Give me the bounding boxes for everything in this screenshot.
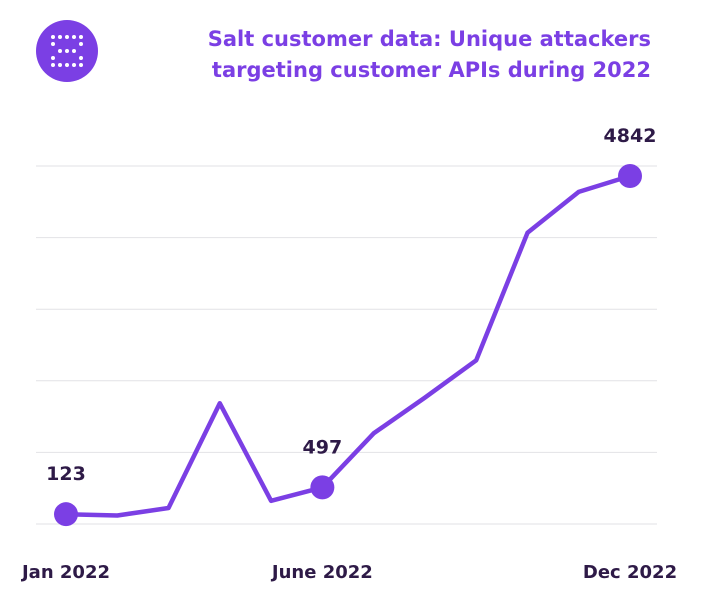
salt-dots-logo-icon [36, 20, 98, 82]
logo-dot [58, 49, 62, 53]
logo-dot [51, 56, 55, 60]
grid-lines [36, 165, 657, 525]
x-tick-label: Dec 2022 [583, 562, 677, 583]
logo-dot [79, 35, 83, 39]
logo-dot [79, 42, 83, 46]
logo-dot [58, 63, 62, 67]
logo-dot [79, 63, 83, 67]
series-line-unique-attackers [63, 173, 633, 518]
logo-dot [51, 35, 55, 39]
data-point-123 [54, 502, 78, 527]
logo-dot [72, 35, 76, 39]
x-tick-label: Jan 2022 [20, 562, 110, 583]
salt-logo [36, 20, 98, 82]
x-tick-label: June 2022 [270, 562, 373, 583]
chart-title-line-1: Salt customer data: Unique attackers [207, 27, 651, 51]
logo-dot [65, 63, 69, 67]
data-point-497 [310, 475, 335, 500]
logo-dot [51, 42, 55, 46]
data-label-123: 123 [46, 463, 86, 485]
chart-title-line-2: targeting customer APIs during 2022 [211, 58, 651, 82]
logo-dot [79, 56, 83, 60]
data-label-497: 497 [303, 436, 343, 458]
highlighted-points [54, 164, 642, 527]
chart-title: Salt customer data: Unique attackers tar… [131, 24, 651, 86]
logo-dot [72, 63, 76, 67]
data-label-4842: 4842 [604, 125, 657, 147]
logo-dot [65, 49, 69, 53]
logo-dot [58, 35, 62, 39]
data-point-4842 [618, 164, 642, 188]
logo-dot [65, 35, 69, 39]
logo-dot [72, 49, 76, 53]
point-labels: 123 497 4842 [46, 125, 656, 485]
x-axis-labels: Jan 2022 June 2022 Dec 2022 [20, 562, 677, 583]
logo-dot [51, 63, 55, 67]
